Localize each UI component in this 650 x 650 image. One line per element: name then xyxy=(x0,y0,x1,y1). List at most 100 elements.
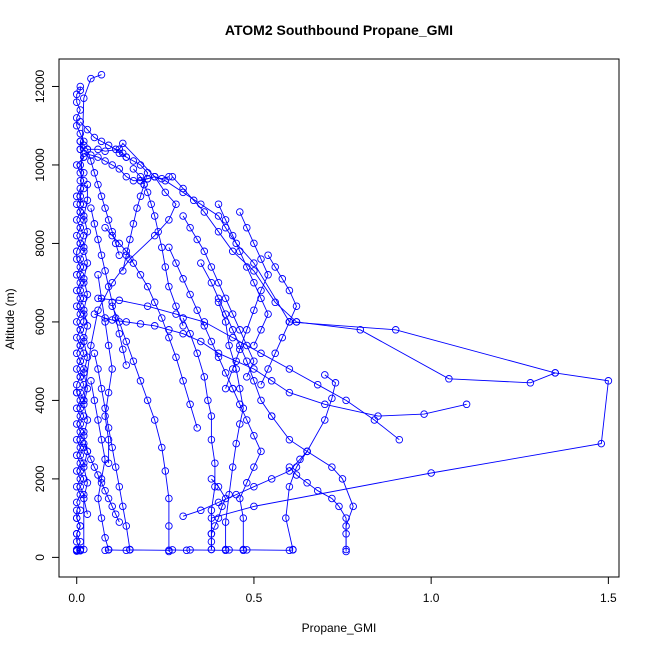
data-point xyxy=(193,306,201,314)
data-point xyxy=(72,380,81,389)
data-point xyxy=(338,475,347,483)
data-point xyxy=(83,353,92,361)
data-point xyxy=(111,463,120,471)
series-line xyxy=(271,415,354,552)
data-point xyxy=(90,220,99,228)
data-point xyxy=(271,263,279,271)
data-point xyxy=(158,174,166,183)
data-point xyxy=(94,235,102,244)
data-point xyxy=(179,212,187,220)
data-point xyxy=(200,208,209,216)
data-point xyxy=(168,172,177,181)
data-point xyxy=(83,259,92,267)
series-line xyxy=(94,313,467,417)
x-tick-label: 1.0 xyxy=(423,591,440,605)
data-point xyxy=(282,514,290,522)
data-point xyxy=(186,223,194,232)
data-point xyxy=(179,322,187,330)
data-point xyxy=(122,522,131,530)
profile-series xyxy=(94,294,404,444)
data-point xyxy=(165,216,173,224)
data-point xyxy=(80,169,88,177)
y-tick-label: 0 xyxy=(33,554,47,561)
data-point xyxy=(278,333,287,342)
data-point xyxy=(189,196,198,205)
series-layer xyxy=(72,70,613,556)
data-point xyxy=(445,375,453,383)
data-point xyxy=(207,278,216,287)
data-point xyxy=(76,388,85,397)
data-point xyxy=(172,259,180,267)
series-line xyxy=(232,388,262,550)
data-point xyxy=(321,371,329,379)
data-point xyxy=(80,431,88,440)
data-point xyxy=(108,161,116,169)
data-point xyxy=(101,412,109,420)
profile-series xyxy=(221,208,272,393)
data-point xyxy=(76,522,85,530)
data-point xyxy=(97,514,106,522)
data-point xyxy=(133,204,141,212)
data-point xyxy=(285,365,294,373)
data-point xyxy=(80,369,88,377)
data-point xyxy=(197,259,205,267)
data-point xyxy=(90,310,99,318)
data-point xyxy=(225,341,233,350)
data-point xyxy=(76,223,85,232)
data-point xyxy=(250,278,258,287)
data-point xyxy=(370,416,379,424)
data-point xyxy=(122,153,131,161)
data-point xyxy=(94,180,102,189)
y-axis: 0 2000 4000 6000 8000 10000 12000 xyxy=(33,69,60,561)
data-point xyxy=(80,494,88,503)
data-point xyxy=(285,286,294,295)
data-point xyxy=(119,139,127,148)
data-point xyxy=(97,479,106,487)
data-point xyxy=(328,463,336,471)
data-point xyxy=(94,271,102,279)
data-point xyxy=(101,147,109,155)
data-point xyxy=(104,424,113,432)
data-point xyxy=(207,545,216,554)
data-point xyxy=(228,310,237,318)
data-point xyxy=(83,322,92,330)
data-point xyxy=(83,510,92,518)
data-point xyxy=(143,282,152,291)
data-point xyxy=(129,176,138,185)
data-point xyxy=(257,326,265,334)
data-point xyxy=(80,337,88,346)
data-point xyxy=(101,267,109,275)
data-point xyxy=(94,365,102,373)
data-point xyxy=(76,106,85,114)
data-point xyxy=(228,463,237,471)
data-point xyxy=(72,514,81,522)
data-point xyxy=(126,235,134,244)
series-line xyxy=(79,121,127,158)
data-point xyxy=(115,482,124,491)
y-tick-label: 12000 xyxy=(33,69,47,103)
data-point xyxy=(211,522,219,530)
data-point xyxy=(285,463,294,471)
data-point xyxy=(236,420,244,428)
data-point xyxy=(264,310,272,318)
data-point xyxy=(232,357,240,365)
data-point xyxy=(172,200,180,208)
data-point xyxy=(83,290,92,299)
data-point xyxy=(83,384,92,393)
data-point xyxy=(136,172,145,181)
data-point xyxy=(97,294,106,303)
data-point xyxy=(104,388,113,397)
profile-series xyxy=(72,506,85,555)
y-tick-label: 4000 xyxy=(33,387,47,414)
data-point xyxy=(140,180,148,189)
data-point xyxy=(243,416,251,424)
data-point xyxy=(76,357,85,365)
data-point xyxy=(179,377,187,385)
data-point xyxy=(391,326,400,334)
data-point xyxy=(239,514,248,522)
data-point xyxy=(150,172,159,181)
series-line xyxy=(97,297,400,441)
data-point xyxy=(90,169,99,177)
data-point xyxy=(243,357,251,365)
data-point xyxy=(165,172,173,181)
